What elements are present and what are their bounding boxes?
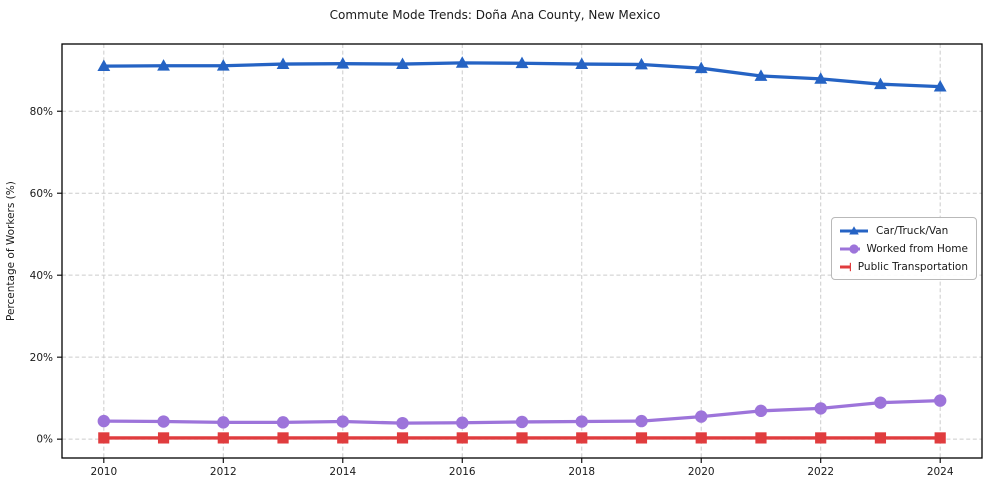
chart-title: Commute Mode Trends: Doña Ana County, Ne…	[329, 8, 661, 22]
data-point-car-truck-van	[276, 57, 290, 69]
data-point-public-transportation	[815, 432, 827, 444]
data-point-public-transportation	[934, 432, 946, 444]
x-tick-label: 2022	[807, 466, 834, 478]
data-point-worked-from-home	[874, 396, 887, 409]
triangle-marker-icon	[840, 225, 868, 234]
data-point-public-transportation	[456, 432, 468, 444]
data-point-car-truck-van	[216, 59, 230, 71]
y-tick-label: 20%	[30, 352, 53, 364]
axes-border	[61, 43, 983, 459]
data-point-public-transportation	[277, 432, 289, 444]
data-point-public-transportation	[635, 432, 648, 444]
data-point-public-transportation	[98, 432, 110, 444]
legend-item-public-transportation: Public Transportation	[839, 259, 968, 274]
circle-marker-icon	[840, 243, 860, 254]
y-tick-label: 0%	[36, 434, 53, 446]
x-tick-label: 2020	[688, 466, 715, 478]
data-point-worked-from-home	[754, 404, 768, 418]
data-point-car-truck-van	[874, 77, 887, 90]
data-point-car-truck-van	[97, 59, 111, 72]
data-point-worked-from-home	[157, 415, 170, 428]
data-point-public-transportation	[755, 432, 767, 444]
data-point-car-truck-van	[157, 59, 170, 71]
data-point-worked-from-home	[97, 414, 111, 428]
data-point-worked-from-home	[695, 410, 708, 423]
data-point-car-truck-van	[396, 57, 409, 69]
data-point-car-truck-van	[754, 69, 768, 81]
data-point-worked-from-home	[276, 416, 290, 429]
y-tick-label: 60%	[30, 188, 53, 200]
data-point-public-transportation	[337, 432, 349, 444]
data-point-public-transportation	[217, 432, 229, 444]
data-point-worked-from-home	[336, 415, 349, 428]
data-point-worked-from-home	[575, 415, 588, 428]
data-point-public-transportation	[576, 432, 588, 444]
data-point-worked-from-home	[933, 394, 947, 407]
legend-item-car-truck-van: Car/Truck/Van	[839, 223, 968, 238]
data-point-public-transportation	[516, 432, 528, 444]
data-point-worked-from-home	[814, 402, 827, 415]
data-point-car-truck-van	[814, 72, 828, 84]
data-point-car-truck-van	[933, 80, 947, 92]
x-tick-label: 2010	[90, 466, 117, 478]
legend-label-car-truck-van: Car/Truck/Van	[876, 224, 949, 237]
data-point-car-truck-van	[455, 56, 469, 68]
data-point-public-transportation	[874, 432, 887, 444]
data-point-car-truck-van	[336, 57, 350, 69]
data-point-car-truck-van	[575, 57, 589, 69]
legend: Car/Truck/Van Worked from Home Public Tran…	[831, 217, 977, 280]
plot-background	[62, 44, 982, 458]
data-point-worked-from-home	[635, 414, 648, 428]
data-point-public-transportation	[695, 432, 707, 444]
y-tick-label: 80%	[30, 106, 53, 118]
y-tick-label: 40%	[30, 270, 53, 282]
data-point-car-truck-van	[635, 57, 648, 70]
x-tick-label: 2018	[568, 466, 595, 478]
legend-item-worked-from-home: Worked from Home	[839, 241, 968, 256]
square-marker-icon	[840, 262, 851, 271]
data-point-public-transportation	[396, 432, 409, 444]
data-point-worked-from-home	[515, 415, 529, 429]
x-tick-label: 2014	[329, 466, 356, 478]
legend-label-public-transportation: Public Transportation	[857, 260, 968, 273]
x-tick-label: 2012	[210, 466, 237, 478]
data-point-car-truck-van	[515, 56, 529, 69]
data-point-worked-from-home	[456, 416, 469, 429]
data-point-car-truck-van	[694, 61, 708, 74]
x-tick-label: 2024	[927, 466, 954, 478]
legend-label-worked-from-home: Worked from Home	[866, 242, 968, 255]
data-point-worked-from-home	[396, 416, 409, 430]
data-point-worked-from-home	[217, 416, 230, 429]
data-point-public-transportation	[157, 432, 170, 444]
x-tick-label: 2016	[449, 466, 476, 478]
